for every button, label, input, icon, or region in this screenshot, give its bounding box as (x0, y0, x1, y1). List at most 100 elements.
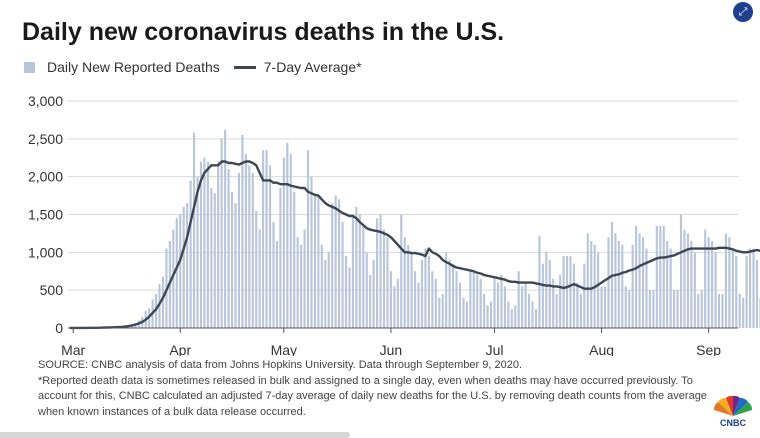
daily-deaths-bar (206, 161, 209, 328)
daily-deaths-bar (576, 282, 579, 328)
y-tick-label: 3,000 (28, 93, 63, 109)
daily-deaths-bar (724, 233, 727, 328)
chart-title: Daily new coronavirus deaths in the U.S. (22, 18, 505, 46)
daily-deaths-bar (666, 240, 669, 328)
daily-deaths-bar (700, 290, 703, 328)
daily-deaths-bar (310, 176, 313, 328)
daily-deaths-bar (179, 214, 182, 328)
daily-deaths-bar (382, 229, 386, 328)
daily-deaths-bar (603, 286, 607, 328)
daily-deaths-bar (376, 218, 379, 328)
daily-deaths-bar (255, 210, 258, 328)
daily-deaths-bar (565, 256, 569, 328)
collapse-arrows-icon[interactable]: ⤢ (733, 2, 753, 22)
daily-deaths-bar (230, 191, 234, 328)
daily-deaths-bar (562, 256, 565, 328)
daily-deaths-bar (227, 169, 230, 328)
daily-deaths-bar (572, 263, 576, 328)
daily-deaths-bar (621, 244, 624, 328)
daily-deaths-bar (217, 161, 220, 328)
daily-deaths-bar (648, 290, 652, 328)
daily-deaths-bar (420, 259, 424, 328)
daily-deaths-bar (282, 157, 285, 328)
daily-deaths-bar (313, 195, 317, 328)
daily-deaths-bar (731, 248, 734, 328)
daily-deaths-bar (707, 237, 710, 328)
daily-deaths-bar (676, 290, 679, 328)
daily-deaths-bar (628, 290, 631, 328)
daily-deaths-bar (555, 293, 558, 328)
daily-deaths-bar (424, 248, 427, 328)
daily-deaths-bar (631, 244, 634, 328)
x-tick-label: Jun (380, 342, 403, 356)
daily-deaths-bar (711, 240, 714, 328)
daily-deaths-bar (158, 284, 161, 328)
daily-deaths-bar (717, 293, 721, 328)
daily-deaths-bar (745, 256, 748, 328)
x-tick-label: Mar (61, 342, 85, 356)
daily-deaths-bar (458, 282, 462, 328)
logo-text: CNBC (720, 418, 746, 428)
legend-bar-label: Daily New Reported Deaths (47, 59, 220, 75)
bottom-strip (0, 432, 350, 438)
legend-line-swatch (233, 65, 256, 69)
daily-deaths-bar (348, 267, 351, 328)
y-tick-label: 500 (40, 282, 64, 298)
daily-deaths-bar (196, 176, 199, 328)
daily-deaths-bar (469, 271, 472, 328)
daily-deaths-bar (265, 150, 268, 328)
daily-deaths-bar (493, 278, 496, 328)
x-tick-label: Jul (486, 342, 504, 356)
daily-deaths-bar (569, 256, 572, 328)
y-tick-label: 0 (55, 320, 63, 336)
daily-deaths-bar (690, 240, 693, 328)
daily-deaths-bar (697, 293, 700, 328)
daily-deaths-bar (324, 259, 327, 328)
daily-deaths-bar (186, 203, 189, 328)
daily-deaths-bar (510, 309, 513, 328)
daily-deaths-bar (617, 240, 620, 328)
x-tick-label: May (271, 342, 297, 356)
daily-deaths-bar (704, 229, 707, 328)
daily-deaths-bar (755, 259, 759, 328)
daily-deaths-bar (455, 271, 458, 328)
daily-deaths-bar (251, 172, 254, 328)
daily-deaths-bar (462, 297, 465, 328)
daily-deaths-bar (579, 293, 582, 328)
y-tick-label: 2,500 (28, 131, 63, 147)
daily-deaths-bar (379, 214, 382, 328)
daily-deaths-bar (414, 271, 417, 328)
daily-deaths-bar (192, 132, 196, 328)
daily-deaths-bar (289, 153, 292, 328)
daily-deaths-bar (327, 252, 330, 328)
daily-deaths-bar (645, 248, 648, 328)
daily-deaths-bar (213, 193, 216, 328)
daily-deaths-bar (607, 237, 610, 328)
daily-deaths-bar (210, 188, 213, 328)
daily-deaths-bar (673, 290, 676, 328)
source-note: SOURCE: CNBC analysis of data from Johns… (38, 359, 523, 371)
daily-deaths-bar (496, 282, 500, 328)
daily-deaths-bar (248, 165, 251, 328)
daily-deaths-bar (448, 259, 451, 328)
daily-deaths-bar (224, 129, 227, 328)
daily-deaths-bar (624, 286, 627, 328)
seven-day-average-line (69, 160, 760, 330)
daily-deaths-bar (351, 214, 354, 328)
daily-deaths-bar (338, 199, 341, 328)
daily-deaths-bar (286, 142, 289, 328)
daily-deaths-bar (527, 293, 531, 328)
daily-deaths-bar (476, 275, 479, 328)
daily-deaths-bar (320, 244, 323, 328)
daily-deaths-bar (272, 222, 275, 328)
daily-deaths-bar (303, 229, 306, 328)
legend-line-label: 7-Day Average* (263, 59, 362, 75)
daily-deaths-bar (234, 203, 237, 328)
daily-deaths-bar (452, 263, 455, 328)
daily-deaths-bar (514, 305, 517, 328)
daily-deaths-bar (237, 172, 241, 328)
daily-deaths-bar (268, 165, 272, 328)
daily-deaths-bar (182, 206, 185, 328)
daily-deaths-bar (683, 229, 686, 328)
daily-deaths-bar (738, 293, 741, 328)
